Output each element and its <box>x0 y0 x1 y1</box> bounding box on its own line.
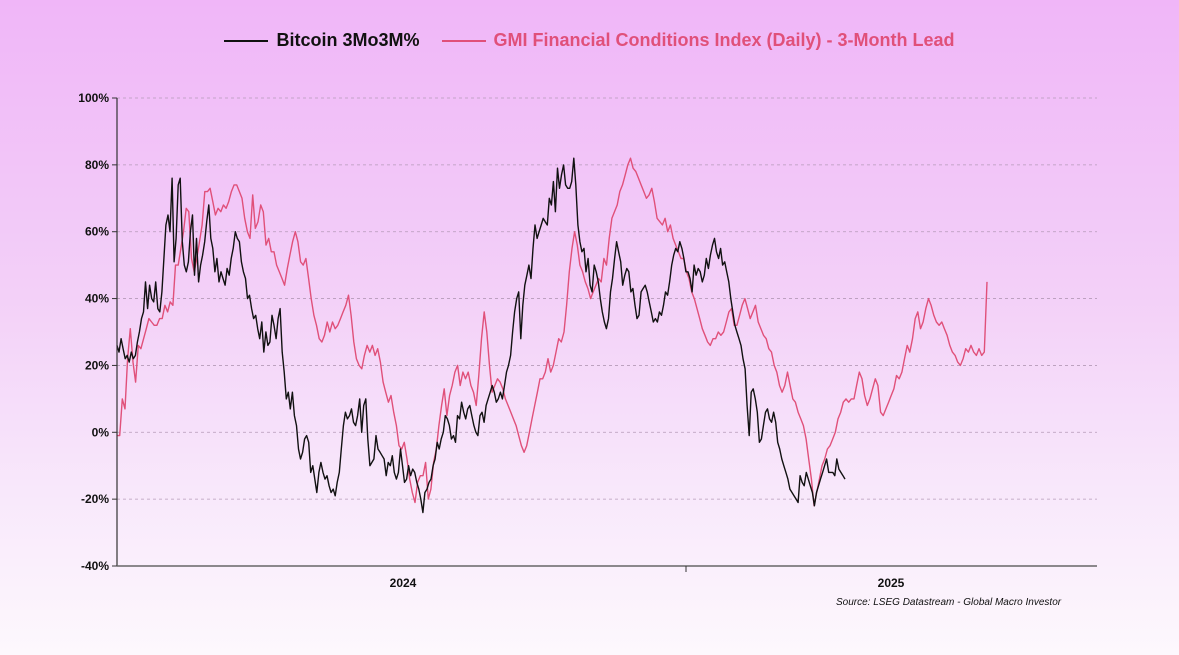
chart-legend: Bitcoin 3Mo3M% GMI Financial Conditions … <box>0 30 1179 51</box>
y-axis-ticks: 100% 80% 60% 40% 20% 0% -20% -40% <box>78 91 117 573</box>
legend-label-gmi: GMI Financial Conditions Index (Daily) -… <box>493 30 955 50</box>
legend-swatch-bitcoin <box>224 39 269 42</box>
y-tick-label: 0% <box>92 425 110 439</box>
y-tick-label: 60% <box>85 225 109 239</box>
legend-swatch-gmi <box>441 39 486 42</box>
x-tick-label: 2025 <box>878 576 905 590</box>
source-note: Source: LSEG Datastream - Global Macro I… <box>836 597 1062 608</box>
y-tick-label: -40% <box>81 559 109 573</box>
series-line-gmi <box>117 157 988 507</box>
y-tick-label: 40% <box>85 292 109 306</box>
y-tick-label: -20% <box>81 492 109 506</box>
x-axis-labels: 2024 2025 <box>390 576 905 590</box>
gridlines <box>117 97 1097 500</box>
series-line-bitcoin <box>116 157 846 514</box>
legend-item-bitcoin: Bitcoin 3Mo3M% <box>224 30 420 51</box>
legend-label-bitcoin: Bitcoin 3Mo3M% <box>276 30 420 50</box>
y-tick-label: 100% <box>78 91 109 105</box>
series-lines <box>116 157 988 514</box>
y-tick-label: 20% <box>85 358 109 372</box>
y-tick-label: 80% <box>85 158 109 172</box>
x-tick-label: 2024 <box>390 576 417 590</box>
legend-item-gmi: GMI Financial Conditions Index (Daily) -… <box>441 30 955 51</box>
